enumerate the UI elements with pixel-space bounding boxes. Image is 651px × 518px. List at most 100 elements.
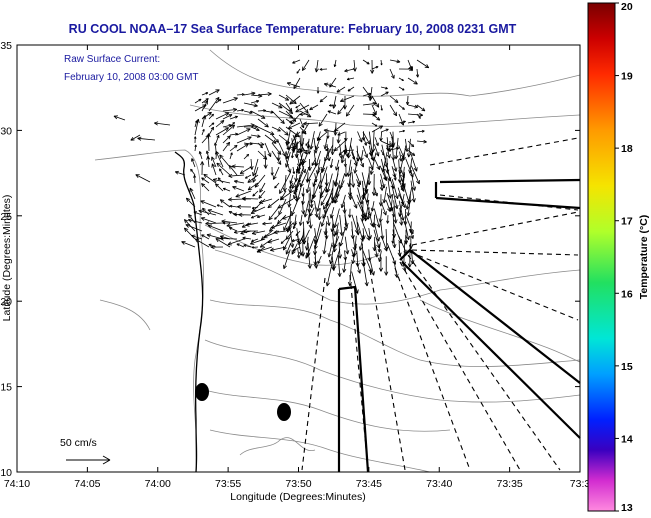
- current-vector: [194, 98, 202, 104]
- current-vector: [296, 249, 301, 259]
- current-vector: [398, 200, 405, 221]
- current-vector: [335, 180, 345, 198]
- current-vector: [295, 104, 301, 109]
- current-vector: [287, 122, 301, 130]
- current-vector: [298, 235, 304, 246]
- x-tick-label: 73:55: [215, 478, 241, 490]
- current-vector: [333, 208, 340, 228]
- current-vector: [339, 228, 346, 247]
- current-vector: [236, 136, 252, 144]
- current-vector: [291, 150, 294, 159]
- current-vector: [243, 102, 258, 108]
- current-vector: [228, 197, 245, 202]
- current-vector: [333, 140, 346, 152]
- current-vector: [213, 142, 218, 152]
- current-vector: [381, 152, 388, 173]
- current-vector: [393, 172, 397, 181]
- current-vector: [360, 207, 365, 219]
- current-vector: [299, 165, 311, 188]
- current-vector: [286, 81, 301, 88]
- current-vector: [326, 173, 333, 193]
- current-vector: [272, 166, 280, 180]
- current-vector: [200, 161, 205, 176]
- current-vector: [289, 182, 294, 189]
- current-vector: [332, 248, 341, 270]
- current-vector: [308, 208, 313, 229]
- current-vector: [242, 196, 259, 201]
- current-vector: [407, 104, 419, 109]
- current-vector: [363, 264, 369, 287]
- current-vector: [245, 222, 259, 227]
- current-vector: [289, 228, 295, 248]
- current-vector: [256, 214, 266, 219]
- current-vector: [302, 229, 310, 244]
- y-tick-label: 40:20: [0, 296, 12, 308]
- current-vector: [313, 137, 318, 154]
- current-vector: [278, 134, 290, 144]
- current-vector: [262, 221, 273, 226]
- current-vector: [351, 243, 357, 264]
- current-vector: [345, 104, 355, 117]
- current-vector: [362, 59, 370, 65]
- current-vector: [210, 245, 224, 250]
- current-vector: [270, 222, 287, 229]
- current-vector: [386, 145, 391, 159]
- current-vector: [342, 257, 347, 273]
- current-vector: [406, 138, 412, 158]
- current-vector: [113, 115, 126, 121]
- current-vector: [257, 142, 263, 149]
- current-vector: [373, 187, 378, 197]
- current-vector: [269, 222, 280, 232]
- scale-arrow: [66, 455, 111, 465]
- current-vector: [292, 221, 297, 230]
- current-vector: [392, 158, 398, 172]
- current-vector: [404, 221, 410, 241]
- current-vector: [314, 200, 319, 218]
- current-vector: [202, 207, 210, 216]
- current-vector: [389, 59, 401, 64]
- current-vector: [264, 134, 277, 144]
- current-vector: [198, 209, 217, 216]
- current-vector: [234, 179, 245, 184]
- current-vector: [323, 193, 333, 210]
- current-vector: [278, 126, 289, 136]
- current-vector: [200, 217, 217, 224]
- radar-beam-lines: [301, 137, 579, 471]
- current-vector: [401, 172, 406, 187]
- current-vector: [250, 99, 260, 104]
- coastline: [174, 151, 204, 473]
- current-vector: [276, 150, 281, 161]
- current-vector: [191, 158, 196, 168]
- current-vector: [407, 112, 423, 118]
- current-vector: [370, 201, 375, 212]
- current-vector: [183, 219, 196, 232]
- current-vector: [283, 235, 292, 251]
- current-vector: [219, 236, 238, 241]
- current-vector: [307, 166, 317, 182]
- y-tick-label: 40:25: [0, 211, 12, 223]
- current-vector: [258, 190, 266, 199]
- current-vector: [302, 122, 310, 134]
- colorbar-tick-label: 17: [621, 216, 633, 228]
- current-vector: [398, 120, 406, 124]
- current-vector: [312, 166, 321, 187]
- current-vector: [326, 215, 331, 226]
- current-vector: [346, 77, 355, 81]
- current-vector: [322, 235, 328, 255]
- current-vector: [369, 152, 377, 175]
- current-vector: [185, 223, 203, 232]
- current-vector: [332, 229, 339, 253]
- current-vector: [408, 158, 413, 174]
- current-vector: [379, 131, 383, 142]
- current-vector: [416, 59, 430, 69]
- current-vector: [389, 68, 395, 79]
- current-vector: [285, 222, 294, 232]
- current-vector: [327, 110, 337, 115]
- current-vector: [260, 230, 273, 241]
- colorbar-tick-label: 19: [621, 71, 633, 83]
- current-vector: [285, 94, 297, 105]
- current-vector: [298, 174, 301, 183]
- current-vector: [289, 95, 301, 105]
- current-vector: [298, 214, 303, 226]
- current-vector: [351, 151, 356, 160]
